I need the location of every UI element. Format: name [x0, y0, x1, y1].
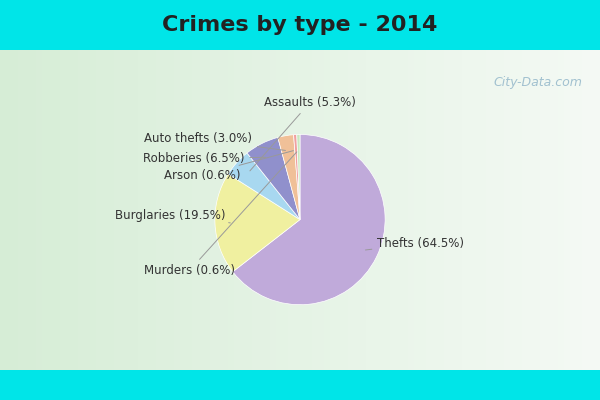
Wedge shape — [247, 138, 300, 220]
Text: Arson (0.6%): Arson (0.6%) — [164, 151, 293, 182]
Text: Burglaries (19.5%): Burglaries (19.5%) — [115, 209, 230, 223]
Wedge shape — [215, 174, 300, 272]
Text: Thefts (64.5%): Thefts (64.5%) — [365, 237, 464, 250]
Wedge shape — [233, 134, 385, 305]
Wedge shape — [297, 134, 300, 220]
Text: Murders (0.6%): Murders (0.6%) — [144, 152, 297, 277]
Text: Robberies (6.5%): Robberies (6.5%) — [143, 152, 266, 165]
Text: Crimes by type - 2014: Crimes by type - 2014 — [163, 15, 437, 35]
Text: Assaults (5.3%): Assaults (5.3%) — [250, 96, 356, 171]
Wedge shape — [278, 135, 300, 220]
Wedge shape — [228, 153, 300, 220]
Text: City-Data.com: City-Data.com — [493, 76, 582, 88]
Wedge shape — [293, 134, 300, 220]
Text: Auto thefts (3.0%): Auto thefts (3.0%) — [144, 132, 286, 150]
